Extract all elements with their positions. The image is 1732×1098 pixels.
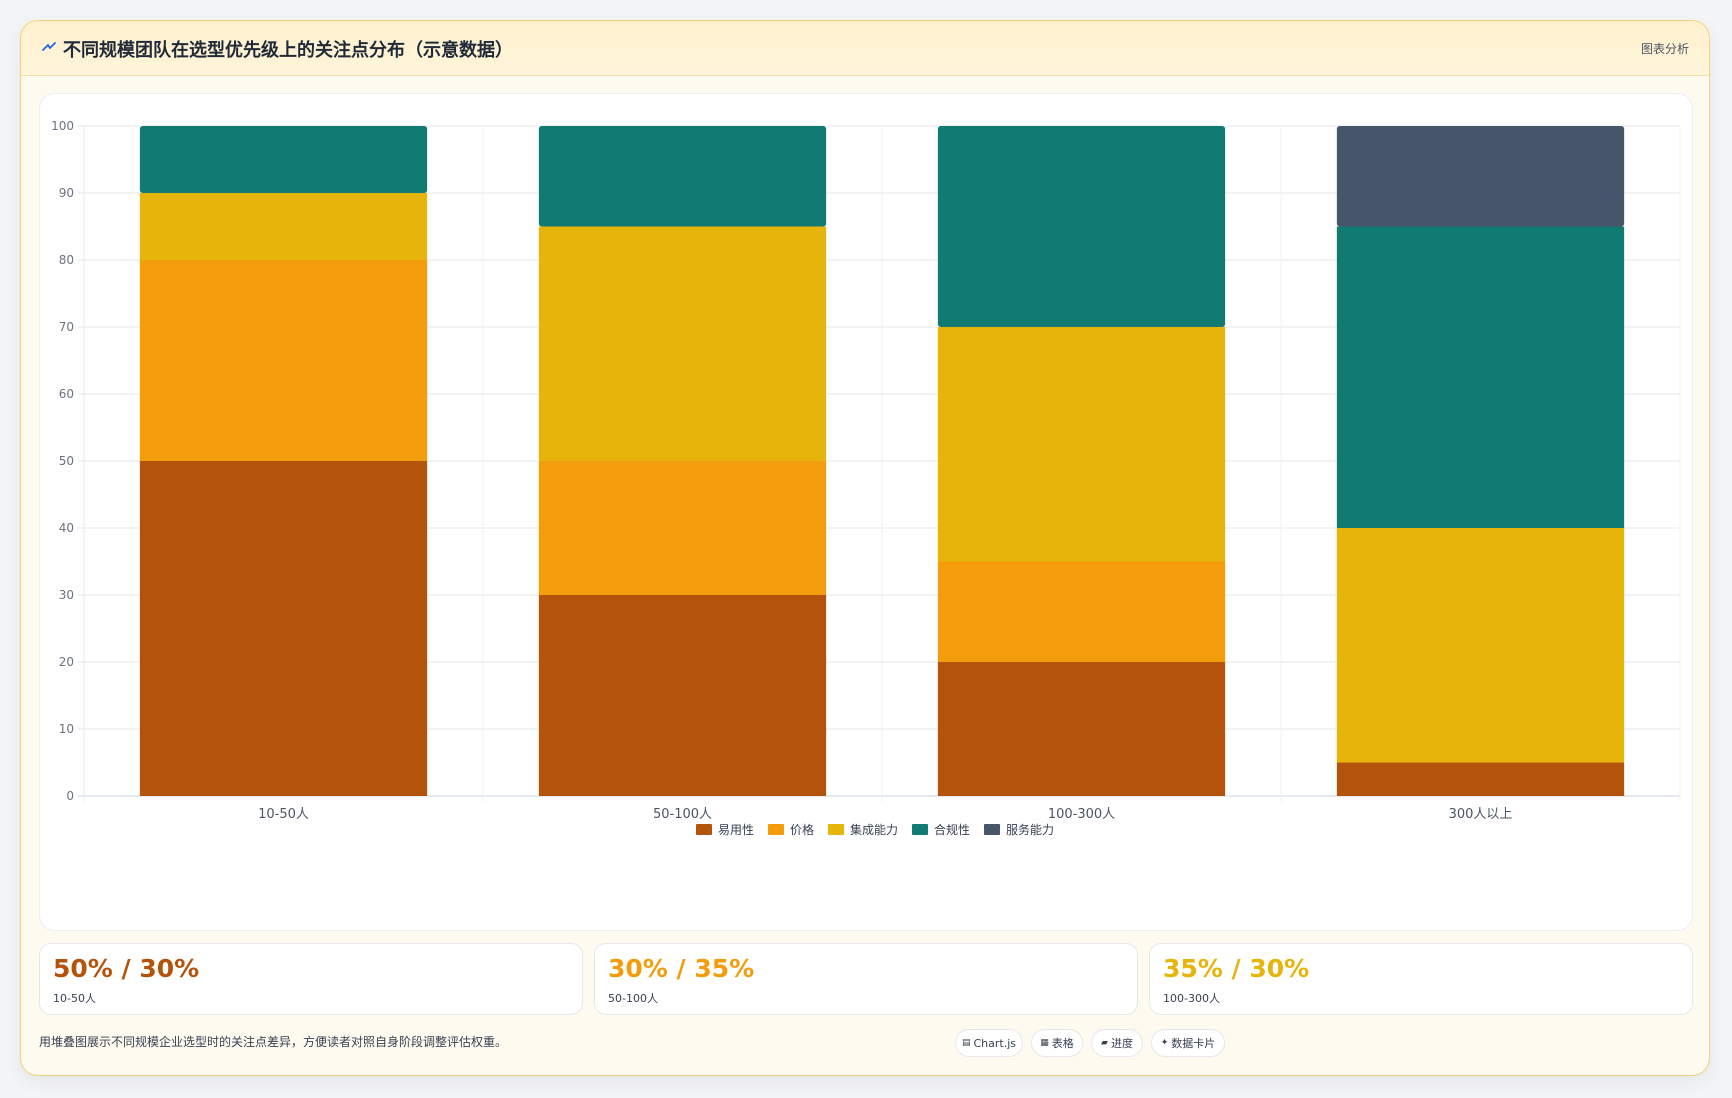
legend-swatch xyxy=(912,824,928,835)
bar-segment xyxy=(937,561,1226,662)
bar-segment xyxy=(937,327,1226,562)
bar-segment xyxy=(1336,762,1625,796)
footer-note: 用堆叠图展示不同规模企业选型时的关注点差异，方便读者对照自身阶段调整评估权重。 xyxy=(39,1035,508,1049)
stat-label: 100-300人 xyxy=(1163,992,1220,1005)
bar-segment xyxy=(139,126,428,193)
tag-label: Chart.js xyxy=(973,1036,1017,1050)
y-tick-label: 90 xyxy=(59,186,74,200)
sparkle-icon: ✦ xyxy=(1160,1038,1169,1048)
legend-swatch xyxy=(768,824,784,835)
y-tick-label: 80 xyxy=(59,253,74,267)
stat-label: 10-50人 xyxy=(53,992,96,1005)
panel-header: 不同规模团队在选型优先级上的关注点分布（示意数据） 图表分析 xyxy=(21,21,1709,76)
legend-label: 服务能力 xyxy=(1006,822,1054,837)
bar-segment xyxy=(937,126,1226,327)
chart-card: 0 10 20 30 40 50 60 70 80 90 100 10-50人 50-100人 100-3… xyxy=(39,93,1693,931)
stat-value: 30% / 35% xyxy=(608,954,755,983)
tag-progress[interactable]: ▰ 进度 xyxy=(1091,1029,1143,1057)
bar-segment xyxy=(538,461,827,595)
tag-label: 表格 xyxy=(1051,1037,1074,1050)
bar-segment xyxy=(538,595,827,796)
y-tick-label: 30 xyxy=(59,588,74,602)
y-tick-label: 70 xyxy=(59,320,74,334)
legend-label: 易用性 xyxy=(718,823,754,837)
bar-segment xyxy=(1336,226,1625,528)
stat-card-3: 35% / 30% 100-300人 xyxy=(1149,943,1693,1015)
bar-segment xyxy=(139,260,428,461)
stat-card-2: 30% / 35% 50-100人 xyxy=(594,943,1138,1015)
chart-analysis-link[interactable]: 图表分析 xyxy=(1640,42,1689,56)
y-tick-label: 10 xyxy=(59,722,74,736)
page-title: 不同规模团队在选型优先级上的关注点分布（示意数据） xyxy=(63,40,513,61)
legend-swatch xyxy=(696,824,712,835)
legend-swatch xyxy=(828,824,844,835)
y-tick-label: 50 xyxy=(59,454,74,468)
stat-label: 50-100人 xyxy=(608,992,658,1005)
stat-value: 50% / 30% xyxy=(53,954,200,983)
bar-segment xyxy=(139,193,428,260)
progress-icon: ▰ xyxy=(1101,1038,1108,1048)
chart-icon: ▤ xyxy=(961,1038,971,1048)
tag-data-card[interactable]: ✦ 数据卡片 xyxy=(1151,1029,1225,1057)
legend-swatch xyxy=(984,824,1000,835)
bar-segment xyxy=(1336,528,1625,763)
bar-segment xyxy=(139,461,428,796)
x-tick-label: 300人以上 xyxy=(1449,807,1513,822)
y-tick-label: 60 xyxy=(59,387,74,401)
y-tick-label: 0 xyxy=(66,789,74,803)
x-tick-label: 100-300人 xyxy=(1048,807,1115,822)
bar-segment xyxy=(1336,126,1625,227)
chart-panel: 不同规模团队在选型优先级上的关注点分布（示意数据） 图表分析 0 10 20 30 40… xyxy=(20,20,1710,1076)
y-tick-label: 40 xyxy=(59,521,74,535)
bar-segment xyxy=(937,662,1226,796)
x-tick-label: 10-50人 xyxy=(258,807,309,822)
legend-label: 合规性 xyxy=(934,822,970,837)
stat-value: 35% / 30% xyxy=(1163,954,1310,983)
legend-label: 价格 xyxy=(790,822,814,837)
stacked-bar-chart: 0 10 20 30 40 50 60 70 80 90 100 10-50人 50-100人 100-3… xyxy=(51,119,1681,837)
y-tick-label: 100 xyxy=(51,119,74,133)
tag-label: 进度 xyxy=(1110,1037,1133,1050)
bar-segment xyxy=(538,226,827,461)
stat-cards: 50% / 30% 10-50人 30% / 35% 50-100人 35% /… xyxy=(39,943,1693,1015)
x-tick-label: 50-100人 xyxy=(653,807,712,822)
tag-table[interactable]: ▦ 表格 xyxy=(1031,1029,1083,1057)
table-icon: ▦ xyxy=(1040,1038,1049,1048)
y-tick-label: 20 xyxy=(59,655,74,669)
bar-segment xyxy=(538,126,827,227)
tag-label: 数据卡片 xyxy=(1171,1037,1216,1050)
tag-chartjs[interactable]: ▤ Chart.js xyxy=(955,1029,1023,1057)
legend-label: 集成能力 xyxy=(850,822,898,837)
stat-card-1: 50% / 30% 10-50人 xyxy=(39,943,583,1015)
trend-icon xyxy=(42,42,56,51)
